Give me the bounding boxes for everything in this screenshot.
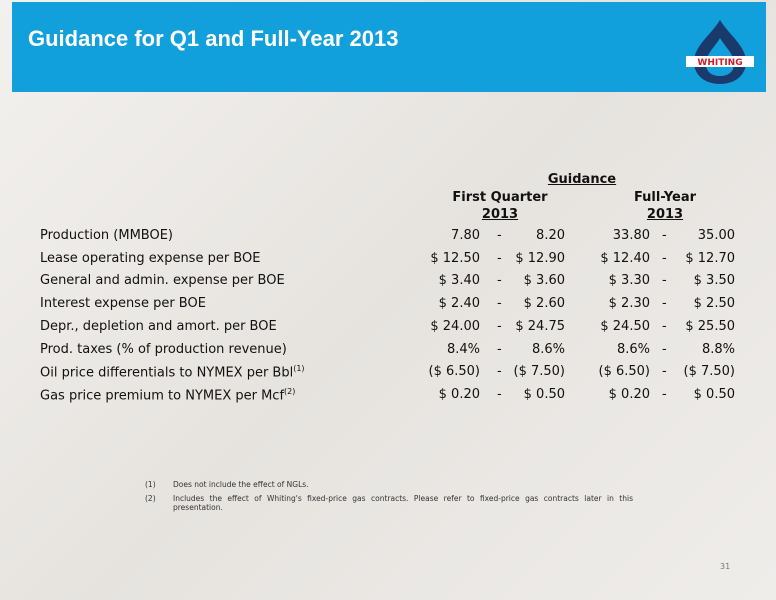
row-label: Oil price differentials to NYMEX per Bbl… bbox=[40, 364, 305, 380]
value-cell: $ 3.60 bbox=[523, 273, 565, 289]
header-band bbox=[12, 2, 766, 92]
label-text: Depr., depletion and amort. per BOE bbox=[40, 318, 277, 334]
logo-bar bbox=[686, 56, 754, 67]
value-cell: ($ 7.50) bbox=[513, 364, 566, 380]
value-cell: $ 12.90 bbox=[515, 250, 565, 266]
range-dash: - bbox=[662, 250, 667, 266]
range-dash: - bbox=[662, 386, 667, 402]
label-text: Lease operating expense per BOE bbox=[40, 250, 261, 266]
slide-title: Guidance for Q1 and Full-Year 2013 bbox=[28, 26, 399, 51]
value-cell: $ 24.75 bbox=[515, 318, 565, 334]
range-dash: - bbox=[662, 364, 667, 380]
footnote-marker: (2) bbox=[145, 494, 156, 503]
footnote-text: Includes the effect of Whiting's fixed-p… bbox=[173, 494, 633, 512]
range-dash: - bbox=[497, 296, 502, 312]
value-cell: ($ 6.50) bbox=[428, 364, 481, 380]
column-header: First Quarter bbox=[452, 190, 548, 205]
value-cell: $ 25.50 bbox=[685, 318, 735, 334]
value-cell: $ 0.20 bbox=[438, 386, 480, 402]
row-label: Interest expense per BOE bbox=[40, 296, 206, 311]
note-ref: (1) bbox=[293, 364, 305, 374]
value-cell: 33.80 bbox=[612, 228, 650, 243]
range-dash: - bbox=[497, 273, 502, 289]
range-dash: - bbox=[497, 318, 502, 334]
value-cell: ($ 6.50) bbox=[598, 364, 651, 380]
footnote-marker: (1) bbox=[145, 480, 156, 489]
column-header: 2013 bbox=[481, 207, 519, 222]
label-text: Production (MMBOE) bbox=[40, 228, 174, 243]
range-dash: - bbox=[662, 296, 667, 312]
row-label: Depr., depletion and amort. per BOE bbox=[40, 319, 277, 334]
row-label: Lease operating expense per BOE bbox=[40, 251, 260, 266]
value-cell: $ 24.00 bbox=[430, 318, 480, 334]
label-text: General and admin. expense per BOE bbox=[40, 273, 285, 289]
note-ref: (2) bbox=[284, 386, 296, 396]
range-dash: - bbox=[497, 364, 502, 380]
range-dash: - bbox=[662, 341, 667, 357]
range-dash: - bbox=[497, 341, 502, 357]
value-cell: $ 0.50 bbox=[523, 386, 565, 402]
value-cell: $ 3.40 bbox=[438, 273, 480, 289]
page-number: 31 bbox=[720, 562, 731, 571]
value-cell: $ 2.50 bbox=[693, 296, 735, 312]
value-cell: $ 0.20 bbox=[608, 386, 650, 402]
logo: WHITING bbox=[686, 20, 754, 84]
value-cell: $ 12.40 bbox=[600, 250, 650, 266]
value-cell: $ 2.30 bbox=[608, 296, 650, 312]
value-cell: $ 12.50 bbox=[430, 250, 480, 266]
footnote-text: Does not include the effect of NGLs. bbox=[173, 480, 309, 489]
value-cell: $ 2.40 bbox=[438, 296, 480, 312]
value-cell: 8.8% bbox=[701, 341, 735, 357]
range-dash: - bbox=[497, 250, 502, 266]
range-dash: - bbox=[662, 273, 667, 289]
value-cell: $ 12.70 bbox=[685, 250, 735, 266]
value-cell: $ 2.60 bbox=[523, 296, 565, 312]
value-cell: 8.6% bbox=[531, 341, 565, 357]
value-cell: $ 0.50 bbox=[693, 386, 735, 402]
value-cell: $ 3.50 bbox=[693, 273, 735, 289]
value-cell: 35.00 bbox=[697, 228, 735, 243]
logo-text: WHITING bbox=[697, 58, 742, 68]
value-cell: ($ 7.50) bbox=[683, 364, 736, 380]
value-cell: $ 3.30 bbox=[608, 273, 650, 289]
value-cell: $ 24.50 bbox=[600, 318, 650, 334]
range-dash: - bbox=[662, 228, 667, 243]
value-cell: 8.20 bbox=[536, 228, 565, 243]
column-header: Full-Year bbox=[633, 190, 697, 205]
group-header: Guidance bbox=[547, 172, 617, 187]
label-text: Interest expense per BOE bbox=[40, 296, 206, 312]
row-label: Gas price premium to NYMEX per Mcf(2) bbox=[40, 387, 295, 403]
value-cell: 8.6% bbox=[616, 341, 650, 357]
range-dash: - bbox=[662, 318, 667, 334]
value-cell: 8.4% bbox=[446, 341, 480, 357]
row-label: Prod. taxes (% of production revenue) bbox=[40, 342, 287, 357]
row-label: General and admin. expense per BOE bbox=[40, 273, 285, 288]
value-cell: 7.80 bbox=[451, 228, 480, 243]
range-dash: - bbox=[497, 228, 502, 243]
label-text: Prod. taxes (% of production revenue) bbox=[40, 341, 287, 357]
label-text: Gas price premium to NYMEX per Mcf bbox=[40, 388, 285, 404]
range-dash: - bbox=[497, 386, 502, 402]
column-header: 2013 bbox=[646, 207, 684, 222]
row-label: Production (MMBOE) bbox=[40, 228, 173, 243]
label-text: Oil price differentials to NYMEX per Bbl bbox=[40, 365, 294, 381]
